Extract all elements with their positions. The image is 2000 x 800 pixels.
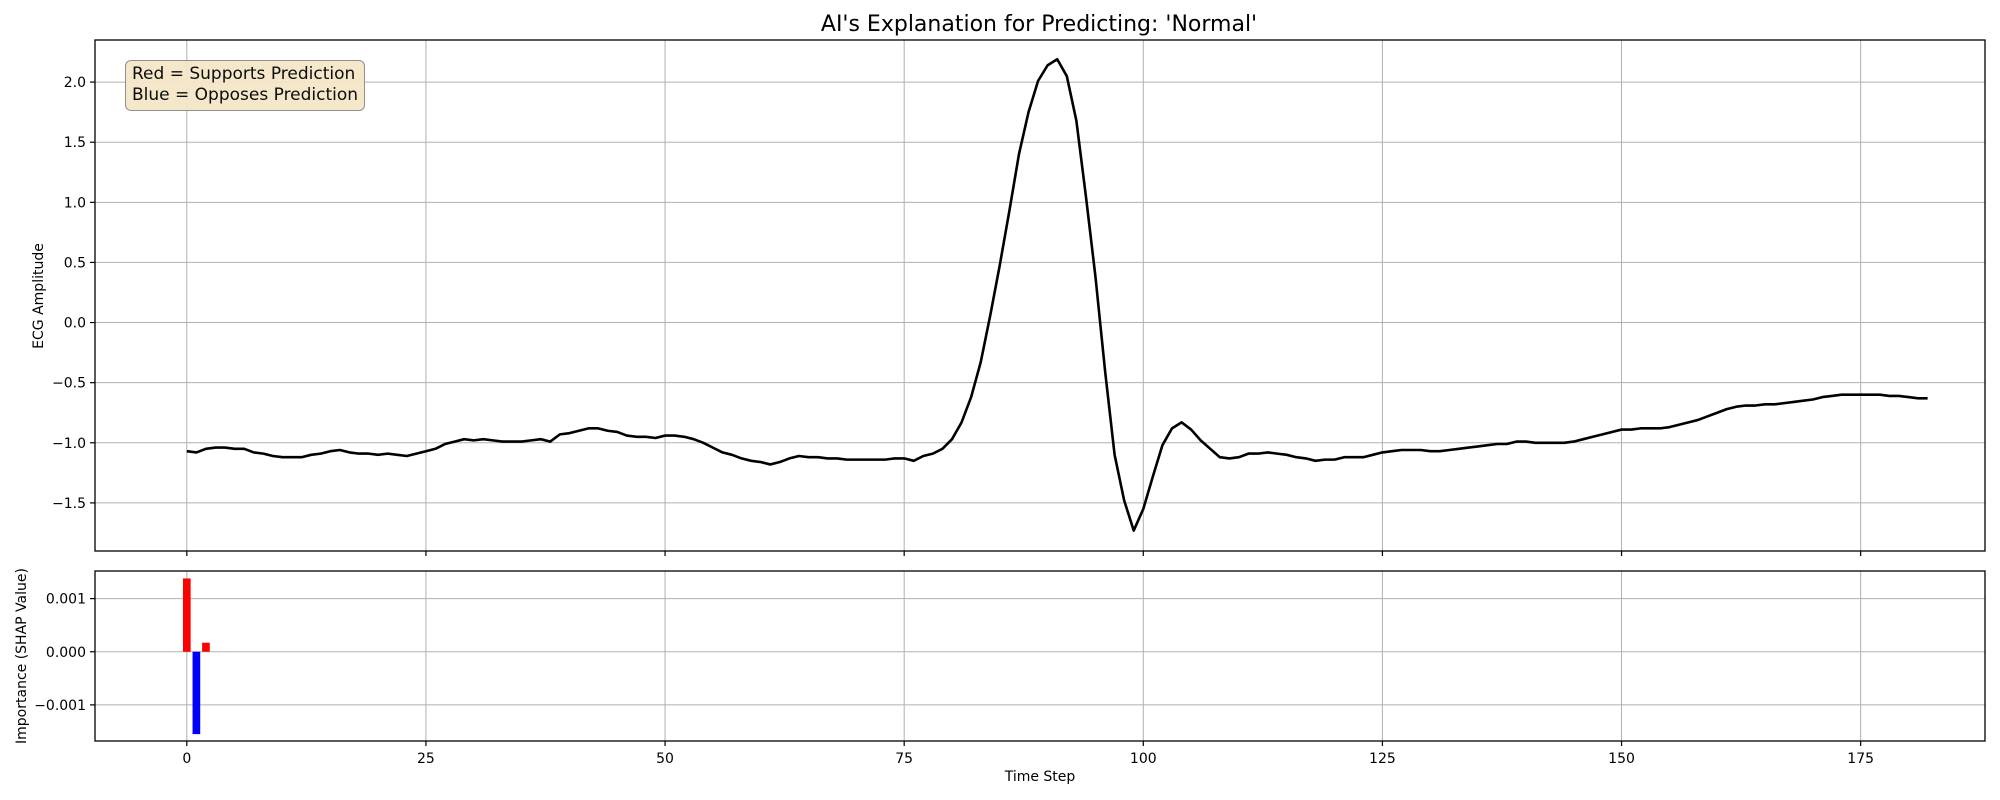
shap-bars: [182, 578, 210, 735]
x-tick-label: 50: [656, 751, 674, 767]
legend-note: Red = Supports Prediction Blue = Opposes…: [125, 60, 366, 111]
y-tick-label: 1.5: [64, 135, 86, 151]
chart-title: AI's Explanation for Predicting: 'Normal…: [821, 12, 1257, 37]
ecg-signal-series: [186, 57, 1928, 532]
bottom-y-axis-label: Importance (SHAP Value): [14, 568, 30, 744]
x-tick-label: 175: [1847, 751, 1874, 767]
y-tick-label: 0.001: [46, 592, 86, 608]
bottom-axes-frame: [94, 570, 1986, 742]
shap-bar-supports: [202, 642, 210, 652]
bottom-grid: [95, 571, 1985, 741]
bottom-panel: 0 25 50 75 100 125 150 175 −0.001 0.000 0.001 Imp…: [14, 568, 1986, 785]
top-panel: −1.5 −1.0 −0.5 0.0 0.5 1.0 1.5 2.0 ECG Amplitud…: [31, 39, 1986, 556]
top-y-axis-label: ECG Amplitude: [31, 243, 47, 349]
legend-note-line-opposes: Blue = Opposes Prediction: [132, 85, 359, 105]
top-y-ticks: −1.5 −1.0 −0.5 0.0 0.5 1.0 1.5 2.0: [52, 75, 95, 512]
y-tick-label: 0.000: [46, 645, 86, 661]
x-tick-label: 0: [182, 751, 191, 767]
y-tick-label: 2.0: [64, 75, 86, 91]
y-tick-label: −1.5: [52, 496, 86, 512]
x-tick-label: 150: [1608, 751, 1635, 767]
y-tick-label: −1.0: [52, 436, 86, 452]
legend-note-line-supports: Red = Supports Prediction: [132, 64, 356, 84]
shap-bar-supports: [182, 578, 191, 652]
shap-bar-opposes: [192, 651, 201, 735]
x-tick-label: 125: [1369, 751, 1396, 767]
x-tick-label: 75: [895, 751, 913, 767]
bottom-x-ticks: 0 25 50 75 100 125 150 175: [182, 741, 1874, 767]
y-tick-label: −0.001: [34, 698, 86, 714]
top-grid: [95, 40, 1985, 551]
x-tick-label: 25: [417, 751, 435, 767]
ecg-signal-line: [186, 57, 1928, 532]
y-tick-label: 1.0: [64, 195, 86, 211]
y-tick-label: −0.5: [52, 376, 86, 392]
y-tick-label: 0.0: [64, 316, 86, 332]
top-axes-frame: [94, 39, 1986, 552]
x-tick-label: 100: [1130, 751, 1157, 767]
top-x-ticks: [186, 551, 1862, 556]
bottom-y-ticks: −0.001 0.000 0.001: [34, 592, 95, 714]
y-tick-label: 0.5: [64, 255, 86, 271]
bottom-x-axis-label: Time Step: [1004, 769, 1076, 785]
